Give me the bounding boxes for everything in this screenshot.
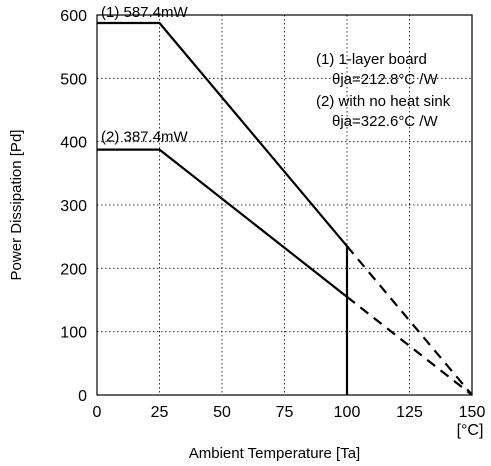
x-tick-label-100: 100 [334,404,361,421]
x-tick-label-0: 0 [93,404,102,421]
y-axis-label: Power Dissipation [Pd] [8,130,25,281]
plot-frame [96,14,473,396]
series-2-line [97,148,348,298]
y-tick-label-400: 400 [60,135,87,152]
legend-line-4: θja=322.6°C /W [332,113,438,130]
series-1-label: (1) 587.4mW [101,4,189,21]
y-tick-labels: 0 100 200 300 400 500 600 [60,8,87,405]
legend-line-3: (2) with no heat sink [316,93,451,110]
legend-line-1: (1) 1-layer board [316,51,427,68]
legend-line-2: θja=212.8°C /W [332,71,438,88]
curves [97,21,473,396]
series-1-extrapolation [346,245,473,396]
x-axis-label: Ambient Temperature [Ta] [189,445,360,462]
x-tick-label-75: 75 [276,404,294,421]
series-1-line [97,21,348,247]
x-tick-label-125: 125 [396,404,423,421]
y-tick-label-600: 600 [60,8,87,25]
y-tick-label-300: 300 [60,198,87,215]
x-tick-label-50: 50 [213,404,231,421]
x-axis-unit: [°C] [457,422,484,439]
y-tick-label-200: 200 [60,261,87,278]
x-tick-label-25: 25 [151,404,169,421]
y-tick-label-0: 0 [78,388,87,405]
series-2-extrapolation [346,295,473,396]
x-tick-label-150: 150 [459,404,486,421]
series-2-label: (2) 387.4mW [101,129,189,146]
legend-note: (1) 1-layer board θja=212.8°C /W (2) wit… [316,51,451,130]
x-tick-labels: 0 25 50 75 100 125 150 [93,404,486,421]
y-tick-label-500: 500 [60,71,87,88]
y-tick-label-100: 100 [60,325,87,342]
